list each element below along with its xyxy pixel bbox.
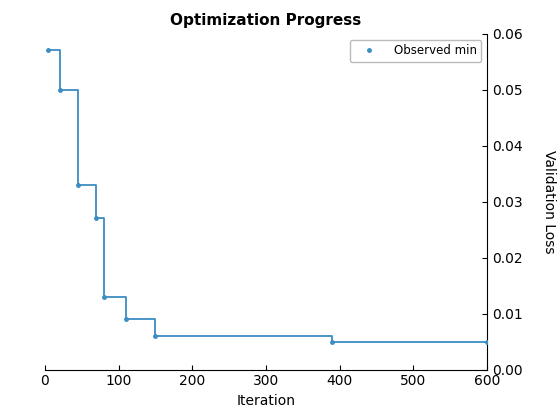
- Observed min: [56, 87, 63, 92]
- Legend: Observed min: Observed min: [350, 39, 481, 62]
- Observed min: [100, 294, 107, 299]
- Observed min: [93, 216, 100, 221]
- Observed min: [74, 182, 81, 187]
- Line: Observed min: Observed min: [45, 47, 491, 345]
- Observed min: [484, 339, 491, 344]
- X-axis label: Iteration: Iteration: [236, 394, 296, 408]
- Observed min: [123, 317, 129, 322]
- Y-axis label: Validation Loss: Validation Loss: [542, 150, 556, 253]
- Observed min: [152, 333, 159, 339]
- Title: Optimization Progress: Optimization Progress: [170, 13, 362, 28]
- Observed min: [45, 48, 52, 53]
- Observed min: [329, 339, 336, 344]
